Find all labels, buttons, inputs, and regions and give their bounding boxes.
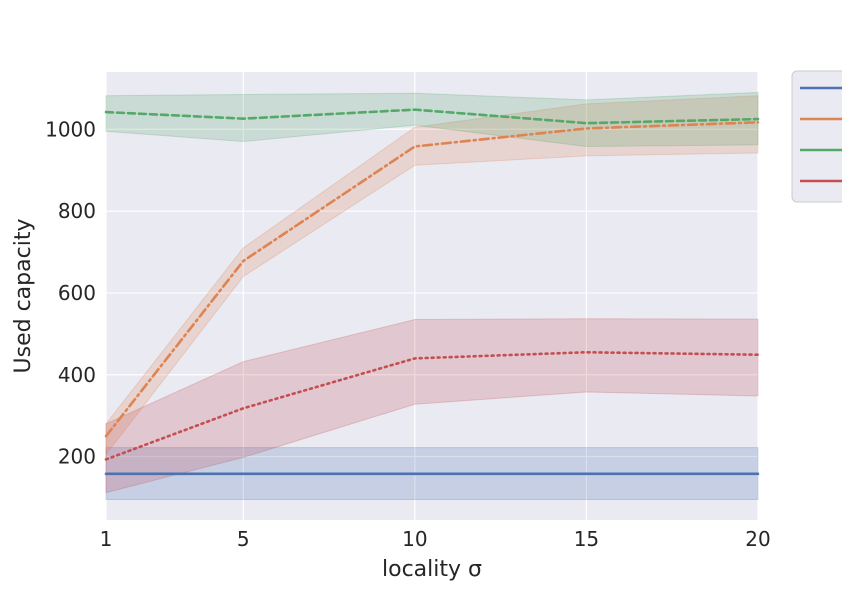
series-line (104, 108, 760, 125)
series-lines (104, 108, 760, 476)
confidence-band (105, 91, 759, 147)
x-tick-label: 20 (745, 527, 770, 551)
x-tick-label: 10 (402, 527, 427, 551)
y-tick-label: 200 (58, 445, 96, 469)
series-line (104, 350, 760, 461)
x-tick-label: 1 (100, 527, 113, 551)
x-axis-label: locality σ (382, 557, 482, 582)
series-line (104, 121, 760, 438)
confidence-band (105, 318, 759, 494)
x-tick-label: 15 (574, 527, 599, 551)
y-axis-label: Used capacity (11, 219, 36, 374)
legend (791, 70, 842, 203)
y-tick-label: 400 (58, 363, 96, 387)
x-tick-label: 5 (237, 527, 250, 551)
grid-lines (105, 72, 759, 520)
confidence-band (105, 95, 759, 457)
y-tick-label: 800 (58, 199, 96, 223)
y-tick-label: 600 (58, 281, 96, 305)
legend-box (791, 70, 842, 203)
y-tick-label: 1000 (45, 117, 96, 141)
